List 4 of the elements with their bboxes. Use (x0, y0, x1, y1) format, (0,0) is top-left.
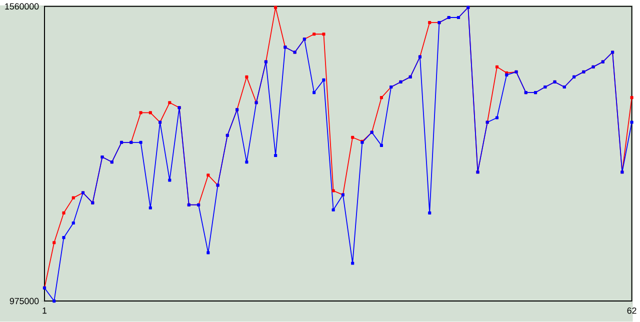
x-tick-label: 1 (42, 308, 47, 314)
y-tick-label: 1560000 (5, 3, 39, 10)
x-tick-label: 62 (627, 308, 636, 314)
y-tick-label: 975000 (10, 298, 39, 304)
